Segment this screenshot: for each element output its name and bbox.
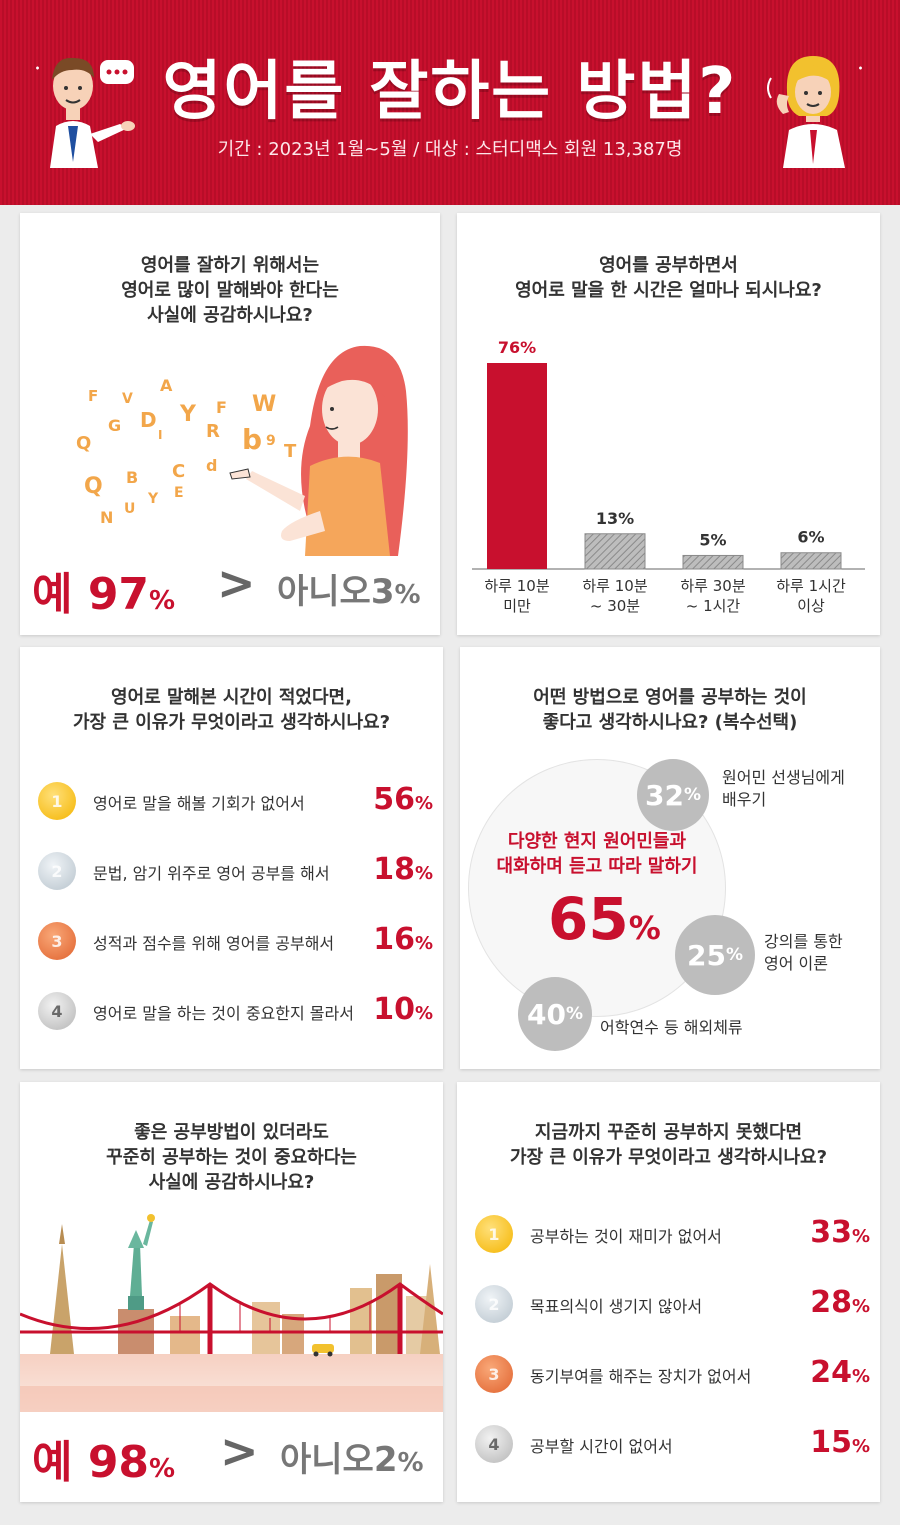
yes-result: 예 98% bbox=[32, 1437, 176, 1488]
man-pointing-illustration bbox=[36, 57, 135, 168]
floating-letter: B bbox=[126, 468, 138, 487]
panel-question: 좋은 공부방법이 있더라도 꾸준히 공부하는 것이 중요하다는 사실에 공감하시… bbox=[106, 1122, 357, 1193]
reason-row: 4 영어로 말을 하는 것이 중요한지 몰라서 10% bbox=[38, 992, 433, 1032]
method-bubble: 32% bbox=[637, 759, 709, 831]
floating-letter: 9 bbox=[266, 433, 276, 449]
floating-letter: R bbox=[206, 421, 220, 442]
category-label: ~ 1시간 bbox=[686, 597, 741, 615]
category-label: 하루 30분 bbox=[680, 577, 745, 595]
reason-row: 1 영어로 말을 해볼 기회가 없어서 56% bbox=[38, 782, 433, 822]
city-skyline-illustration bbox=[20, 1214, 443, 1412]
no-result: 아니오3% bbox=[277, 572, 421, 612]
method-bubble-label: 원어민 선생님에게 배우기 bbox=[722, 768, 845, 809]
floating-letter: D bbox=[140, 408, 157, 432]
floating-letter: b bbox=[242, 423, 262, 456]
bar bbox=[780, 552, 842, 570]
floating-letter: V bbox=[122, 391, 133, 407]
floating-letter: F bbox=[88, 387, 98, 405]
main-method-value: 65% bbox=[548, 885, 661, 953]
panel-question: 영어를 잘하기 위해서는 영어로 많이 말해봐야 한다는 사실에 공감하시나요? bbox=[121, 255, 339, 326]
reason-row: 2 문법, 암기 위주로 영어 공부를 해서 18% bbox=[38, 852, 433, 892]
gray-medal-icon: 4 bbox=[38, 992, 76, 1030]
bar bbox=[487, 363, 547, 569]
method-bubble: 40% bbox=[518, 977, 592, 1051]
header-banner: 영어를 잘하는 방법? 기간 : 2023년 1월~5월 / 대상 : 스터디맥… bbox=[0, 0, 900, 205]
category-label: 하루 1시간 bbox=[776, 577, 846, 595]
method-bubble-label: 강의를 통한 영어 이론 bbox=[764, 932, 843, 973]
panel-study-methods: 어떤 방법으로 영어를 공부하는 것이 좋다고 생각하시나요? (복수선택) 다… bbox=[460, 647, 880, 1069]
no-result: 아니오2% bbox=[280, 1440, 424, 1480]
survey-period: 기간 : 2023년 1월~5월 / 대상 : 스터디맥스 회원 13,387명 bbox=[217, 139, 683, 160]
floating-letter: E bbox=[174, 485, 184, 501]
category-label: 하루 10분 bbox=[484, 577, 549, 595]
category-label: 미만 bbox=[503, 597, 531, 615]
floating-letter: G bbox=[108, 416, 121, 435]
panel-consistency-agreement: 좋은 공부방법이 있더라도 꾸준히 공부하는 것이 중요하다는 사실에 공감하시… bbox=[20, 1082, 443, 1502]
category-label: 하루 10분 bbox=[582, 577, 647, 595]
floating-letter: Y bbox=[147, 491, 159, 507]
category-label: ~ 30분 bbox=[590, 597, 640, 615]
agreement-result: 예 98% > 아니오2% bbox=[32, 1424, 437, 1488]
floating-letter: N bbox=[100, 508, 113, 527]
floating-letter: U bbox=[124, 501, 135, 517]
category-label: 이상 bbox=[797, 597, 825, 615]
bar-value-label: 76% bbox=[498, 338, 536, 357]
bar bbox=[682, 554, 744, 570]
bronze-medal-icon: 3 bbox=[475, 1355, 513, 1393]
floating-letter: I bbox=[158, 428, 162, 442]
floating-letter: A bbox=[160, 376, 173, 395]
bronze-medal-icon: 3 bbox=[38, 922, 76, 960]
floating-letter: T bbox=[284, 441, 297, 462]
method-bubble-label: 어학연수 등 해외체류 bbox=[600, 1018, 743, 1037]
greater-than-icon: > bbox=[217, 556, 256, 610]
panel-question: 지금까지 꾸준히 공부하지 못했다면 가장 큰 이유가 무엇이라고 생각하시나요… bbox=[509, 1122, 828, 1168]
gray-medal-icon: 4 bbox=[475, 1425, 513, 1463]
floating-letter: C bbox=[172, 461, 185, 482]
floating-letter: Y bbox=[179, 402, 197, 427]
reason-row: 1 공부하는 것이 재미가 없어서 33% bbox=[475, 1215, 870, 1255]
page-title: 영어를 잘하는 방법? bbox=[162, 55, 738, 129]
gold-medal-icon: 1 bbox=[38, 782, 76, 820]
agreement-result: 예 97% > 아니오3% bbox=[32, 556, 432, 620]
floating-letter: F bbox=[216, 398, 227, 417]
reason-row: 2 목표의식이 생기지 않아서 28% bbox=[475, 1285, 870, 1325]
bar bbox=[584, 533, 646, 570]
floating-letter: Q bbox=[84, 474, 103, 499]
bar-value-label: 6% bbox=[797, 528, 824, 547]
woman-listening-illustration bbox=[767, 56, 862, 168]
gold-medal-icon: 1 bbox=[475, 1215, 513, 1253]
main-method-label: 다양한 현지 원어민들과 대화하며 듣고 따라 말하기 bbox=[496, 831, 698, 877]
panel-speaking-reasons: 영어로 말해본 시간이 적었다면, 가장 큰 이유가 무엇이라고 생각하시나요?… bbox=[20, 647, 443, 1069]
bar-value-label: 5% bbox=[699, 530, 726, 549]
chart-title: 영어를 공부하면서 영어로 말을 한 시간은 얼마나 되시나요? bbox=[515, 255, 822, 301]
reason-row: 4 공부할 시간이 없어서 15% bbox=[475, 1425, 870, 1465]
yes-result: 예 97% bbox=[32, 569, 176, 620]
reason-row: 3 동기부여를 해주는 장치가 없어서 24% bbox=[475, 1355, 870, 1395]
method-bubble: 25% bbox=[675, 915, 755, 995]
bar-value-label: 13% bbox=[596, 509, 634, 528]
panel-question: 영어로 말해본 시간이 적었다면, 가장 큰 이유가 무엇이라고 생각하시나요? bbox=[72, 687, 391, 733]
panel-consistency-reasons: 지금까지 꾸준히 공부하지 못했다면 가장 큰 이유가 무엇이라고 생각하시나요… bbox=[457, 1082, 880, 1502]
greater-than-icon: > bbox=[220, 1424, 259, 1478]
floating-letter: Q bbox=[76, 433, 91, 454]
reason-row: 3 성적과 점수를 위해 영어를 공부해서 16% bbox=[38, 922, 433, 962]
panel-speaking-time-chart: 영어를 공부하면서 영어로 말을 한 시간은 얼마나 되시나요? 76% 하루 1… bbox=[457, 213, 880, 635]
panel-question: 어떤 방법으로 영어를 공부하는 것이 좋다고 생각하시나요? (복수선택) bbox=[533, 687, 807, 733]
floating-letter: W bbox=[252, 392, 276, 417]
silver-medal-icon: 2 bbox=[38, 852, 76, 890]
panel-speaking-agreement: 영어를 잘하기 위해서는 영어로 많이 말해봐야 한다는 사실에 공감하시나요?… bbox=[20, 213, 440, 635]
silver-medal-icon: 2 bbox=[475, 1285, 513, 1323]
floating-letter: d bbox=[206, 456, 217, 475]
